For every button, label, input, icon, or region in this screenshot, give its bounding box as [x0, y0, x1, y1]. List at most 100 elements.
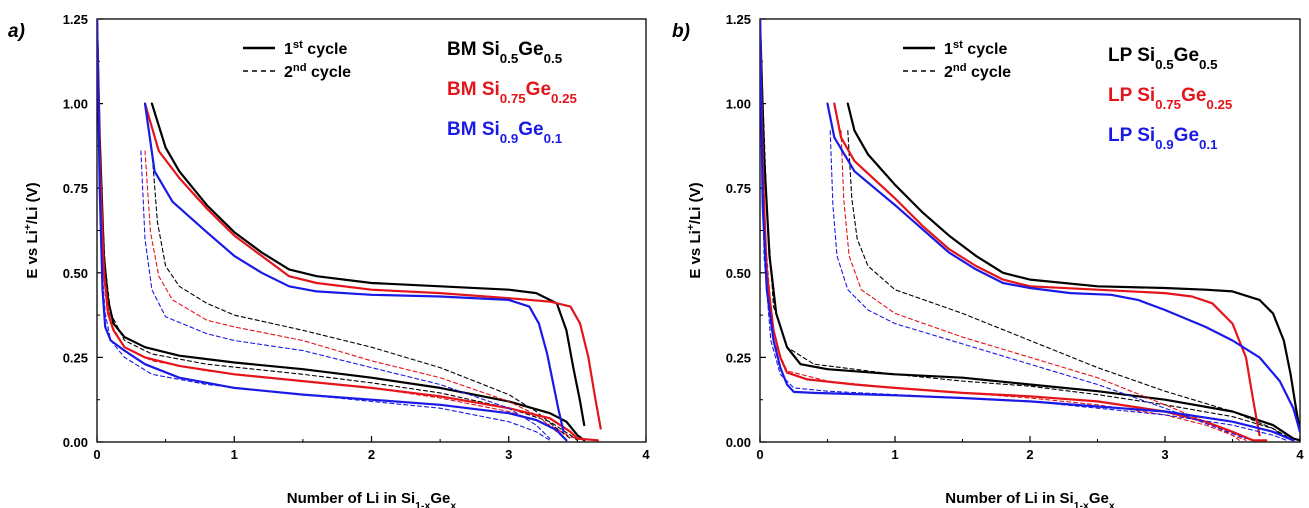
- x-tick-label: 2: [368, 447, 375, 462]
- legend-series-1-part-1: 0.75: [500, 91, 526, 106]
- panel-label: b): [672, 21, 690, 42]
- y-tick-label: 1.25: [63, 12, 88, 27]
- y-axis-label: E vs Li+/Li (V): [685, 182, 704, 278]
- y-tick-label: 1.25: [726, 12, 751, 27]
- series-line-lp-si0-5ge0-5-discharge2: [760, 19, 1294, 441]
- series-line-bm-si0-5ge0-5-discharge1: [97, 19, 586, 442]
- legend-text-first-cycle: 1st cycle: [284, 39, 347, 58]
- y-tick-label: 0.50: [726, 266, 751, 281]
- series-line-lp-si0-75ge0-25-charge1: [833, 102, 1261, 437]
- legend-series-0-part-2: Ge: [1174, 45, 1199, 66]
- y-axis-label-part-2: /Li (V): [24, 182, 41, 224]
- x-axis-label-part-2: Ge: [1089, 490, 1109, 507]
- chart-panel-b: b) 0 1 2 3 4 0.00 0.25 0.50 0.75 1.00 1.25 Number of…: [672, 12, 1304, 508]
- x-tick-label: 4: [642, 447, 650, 462]
- legend-text-first-cycle-part-0: 1: [284, 41, 293, 58]
- legend-text-first-cycle-part-2: cycle: [303, 41, 348, 58]
- series-line-lp-si0-9ge0-1-discharge2: [760, 19, 1288, 441]
- legend-series-2-part-0: BM Si: [447, 119, 500, 140]
- x-axis-label-part-0: Number of Li in Si: [287, 490, 415, 507]
- y-axis-label-part-0: E vs Li: [24, 230, 41, 278]
- legend-text-second-cycle-part-2: cycle: [307, 64, 352, 81]
- legend-series-1-part-0: LP Si: [1108, 85, 1155, 106]
- x-tick-label: 0: [93, 447, 100, 462]
- y-axis-label: E vs Li+/Li (V): [22, 182, 41, 278]
- series-line-bm-si0-5ge0-5-discharge2: [97, 19, 578, 441]
- y-axis-label-part-2: /Li (V): [687, 182, 704, 224]
- legend-text-first-cycle: 1st cycle: [944, 39, 1007, 58]
- legend-series-2-part-1: 0.9: [1155, 137, 1174, 152]
- curve-group: [97, 19, 602, 442]
- series-line-lp-si0-75ge0-25-discharge2: [760, 19, 1247, 441]
- y-tick-label: 0.00: [726, 435, 751, 450]
- legend-series-0-part-1: 0.5: [1155, 57, 1174, 72]
- series-line-lp-si0-75ge0-25-charge2: [840, 130, 1240, 441]
- legend-text-second-cycle-part-0: 2: [284, 64, 293, 81]
- series-line-bm-si0-5ge0-5-charge1: [150, 102, 586, 427]
- legend-series-2-part-2: Ge: [518, 119, 543, 140]
- legend-text-second-cycle-part-2: cycle: [967, 64, 1012, 81]
- legend-text-second-cycle: 2nd cycle: [944, 62, 1011, 81]
- legend-series-1-part-1: 0.75: [1155, 97, 1181, 112]
- legend-text-first-cycle-part-0: 1: [944, 41, 953, 58]
- y-tick-label: 1.00: [63, 97, 88, 112]
- series-line-bm-si0-75ge0-25-discharge2: [97, 19, 585, 441]
- legend-series-2-part-3: 0.1: [544, 131, 563, 146]
- x-axis-label-part-1: 1-x: [415, 500, 430, 508]
- legend-series-0-part-0: BM Si: [447, 39, 500, 60]
- legend-series-1-part-2: Ge: [1181, 85, 1206, 106]
- x-axis-label-part-1: 1-x: [1074, 500, 1089, 508]
- legend-series-0-part-3: 0.5: [544, 51, 563, 66]
- legend-series-1: BM Si0.75Ge0.25: [447, 79, 578, 106]
- legend-text-first-cycle-part-1: st: [293, 39, 303, 51]
- chart-panel-a: a) 0 1 2 3 4 0.00 0.25 0.50 0.75 1.00 1.25 Number of…: [8, 12, 650, 508]
- series-line-lp-si0-5ge0-5-charge2: [847, 130, 1288, 440]
- y-axis-label-part-1: +: [685, 224, 697, 230]
- x-axis-label-part-2: Ge: [430, 490, 450, 507]
- x-axis-label: Number of Li in Si1-xGex: [287, 490, 457, 508]
- legend-text-first-cycle-part-1: st: [953, 39, 963, 51]
- y-tick-label: 0.00: [63, 435, 88, 450]
- legend-series-2-part-3: 0.1: [1199, 137, 1218, 152]
- legend-series-0-part-2: Ge: [518, 39, 543, 60]
- x-tick-label: 0: [756, 447, 763, 462]
- curve-group: [760, 19, 1300, 442]
- plot-frame: [759, 18, 1301, 443]
- series-line-lp-si0-9ge0-1-discharge1: [760, 19, 1295, 442]
- legend-series-1-part-2: Ge: [526, 79, 551, 100]
- series-line-lp-si0-5ge0-5-discharge1: [760, 19, 1300, 442]
- series-line-bm-si0-9ge0-1-charge2: [140, 150, 551, 440]
- series-line-bm-si0-75ge0-25-discharge1: [97, 19, 600, 442]
- x-tick-label: 3: [505, 447, 512, 462]
- legend-text-second-cycle-part-1: nd: [293, 62, 307, 74]
- series-line-lp-si0-75ge0-25-discharge1: [760, 19, 1268, 442]
- legend-text-second-cycle-part-1: nd: [953, 62, 967, 74]
- y-axis-label-part-1: +: [22, 224, 34, 230]
- legend-series-0-part-1: 0.5: [500, 51, 519, 66]
- x-tick-label: 3: [1161, 447, 1168, 462]
- x-tick-label: 1: [891, 447, 898, 462]
- legend-series-0-part-0: LP Si: [1108, 45, 1155, 66]
- legend-series-1-part-3: 0.25: [551, 91, 577, 106]
- y-tick-label: 0.75: [63, 181, 88, 196]
- x-axis-label-part-3: x: [1109, 500, 1115, 508]
- legend-series-0: BM Si0.5Ge0.5: [447, 39, 563, 66]
- panel-label: a): [8, 21, 25, 42]
- series-line-bm-si0-5ge0-5-charge2: [151, 150, 572, 440]
- legend-text-second-cycle: 2nd cycle: [284, 62, 351, 81]
- series-line-bm-si0-75ge0-25-charge1: [143, 102, 602, 430]
- series-line-bm-si0-75ge0-25-charge2: [144, 150, 567, 441]
- legend-series-1-part-0: BM Si: [447, 79, 500, 100]
- series-line-bm-si0-9ge0-1-charge1: [143, 102, 565, 433]
- legend-series-2-part-2: Ge: [1174, 125, 1199, 146]
- x-axis-label-part-0: Number of Li in Si: [945, 490, 1073, 507]
- y-tick-label: 0.50: [63, 266, 88, 281]
- y-tick-label: 0.75: [726, 181, 751, 196]
- series-line-bm-si0-9ge0-1-discharge2: [97, 19, 551, 441]
- legend-text-first-cycle-part-2: cycle: [963, 41, 1008, 58]
- legend-series-1-part-3: 0.25: [1206, 97, 1232, 112]
- legend-series-2: BM Si0.9Ge0.1: [447, 119, 563, 146]
- legend-series-1: LP Si0.75Ge0.25: [1108, 85, 1233, 112]
- y-tick-label: 1.00: [726, 97, 751, 112]
